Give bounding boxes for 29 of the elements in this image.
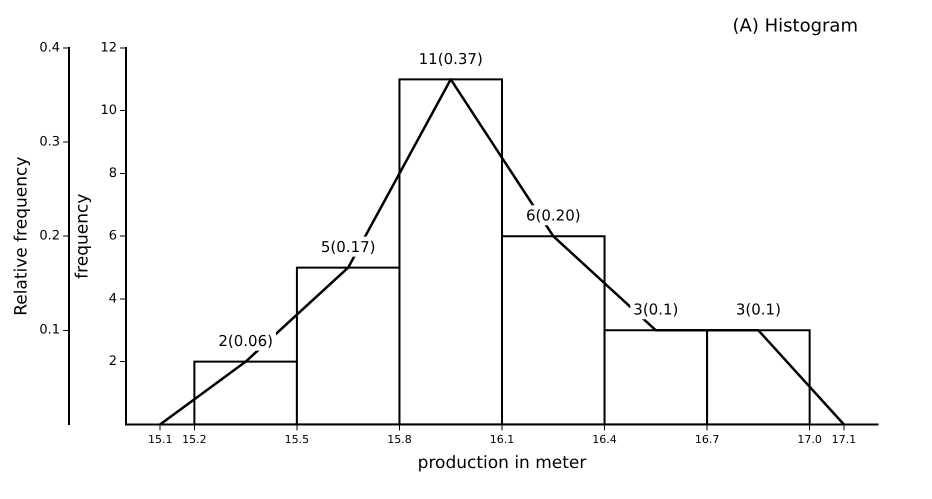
x-tick-label: 17.0: [797, 432, 822, 446]
x-tick-label: 16.1: [490, 432, 514, 446]
text: (A) Histogram: [732, 16, 858, 37]
y2-tick-label: 0.1: [39, 322, 60, 338]
data-label: 3(0.1): [736, 300, 781, 319]
x-tick-label: 17.1: [832, 432, 856, 446]
y2-tick-label: 0.2: [39, 228, 60, 244]
data-label: 2(0.06): [218, 332, 273, 350]
y-tick-label: 8: [108, 166, 118, 181]
x-tick-label: 16.7: [694, 432, 720, 446]
x-tick-label: 15.2: [182, 432, 207, 446]
data-label: 5(0.17): [320, 238, 376, 256]
data-label: 11(0.37): [418, 50, 483, 68]
y2-tick-label: 0.3: [39, 134, 60, 150]
y2-tick-label: 0.4: [39, 40, 60, 56]
x-tick-label: 16.4: [592, 432, 617, 446]
data-label: 3(0.1): [633, 300, 678, 319]
x-tick-label: 15.8: [387, 432, 412, 446]
y-tick-label: 4: [108, 291, 118, 306]
y-tick-label: 10: [100, 103, 118, 118]
y2-axis-title: Relative frequency: [12, 156, 32, 316]
x-tick-label: 15.5: [284, 432, 310, 446]
y-axis-title: frequency: [72, 194, 93, 279]
y-tick-label: 6: [108, 228, 118, 244]
data-label: 6(0.20): [526, 206, 581, 225]
y-tick-label: 12: [100, 40, 118, 56]
x-tick-label: 15.1: [148, 432, 172, 446]
y-tick-label: 2: [108, 354, 118, 370]
x-axis-title: production in meter: [418, 453, 586, 474]
